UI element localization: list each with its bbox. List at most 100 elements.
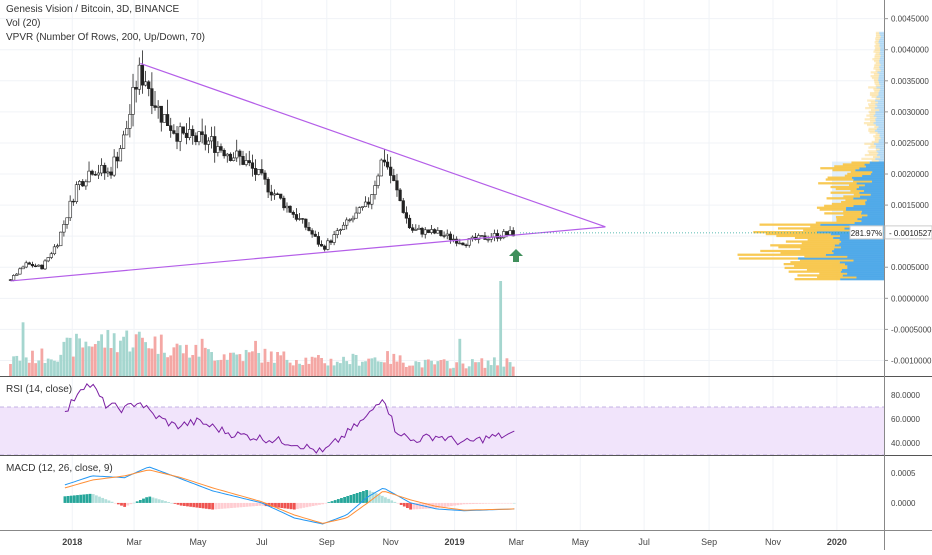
vpvr-up-row	[879, 31, 884, 35]
macd-histogram-bar	[88, 493, 92, 503]
vpvr-down-row	[874, 56, 881, 59]
macd-histogram-bar	[248, 502, 252, 507]
rsi-legend[interactable]: RSI (14, close)	[6, 384, 73, 395]
volume-bar	[357, 365, 361, 376]
candle-body	[291, 211, 295, 215]
candle-body	[137, 64, 141, 90]
vpvr-down-row	[868, 86, 877, 89]
vpvr-down-row	[836, 217, 858, 221]
vpvr-up-row	[878, 152, 884, 155]
volume-bar	[175, 343, 179, 376]
candle-body	[238, 150, 242, 157]
vpvr-up-row	[877, 131, 884, 134]
candle-body	[279, 193, 283, 199]
macd-histogram-bar	[296, 502, 299, 509]
volume-bar	[502, 366, 506, 376]
candle-body	[150, 88, 154, 106]
macd-histogram-bar	[223, 502, 227, 509]
volume-bar	[420, 367, 424, 376]
volume-bar	[276, 351, 279, 376]
candle-body	[203, 134, 207, 145]
macd-histogram-bar	[170, 502, 174, 504]
candle-body	[225, 153, 229, 157]
volume-bar	[332, 365, 336, 376]
price-tick-label: 0.0000000	[891, 294, 929, 303]
candle-body	[99, 165, 104, 174]
signal-line	[64, 469, 515, 524]
macd-legend[interactable]: MACD (12, 26, close, 9)	[6, 463, 113, 474]
macd-histogram-bar	[82, 494, 86, 503]
candle-body	[373, 185, 377, 195]
macd-histogram-bar	[192, 502, 196, 508]
vpvr-down-row	[874, 48, 881, 51]
candle-body	[59, 231, 63, 247]
vpvr-up-row	[879, 52, 884, 55]
vpvr-down-row	[872, 58, 880, 61]
vpvr-down-row	[868, 103, 876, 106]
vpvr-up-row	[879, 43, 884, 46]
vpvr-down-row	[801, 242, 840, 245]
vpvr-down-row	[799, 259, 854, 262]
trendlines[interactable]	[10, 62, 606, 282]
candle-body	[354, 212, 358, 219]
vpvr-down-row	[864, 153, 877, 157]
vpvr-legend[interactable]: VPVR (Number Of Rows, 200, Up/Down, 70)	[6, 32, 205, 43]
candle-body	[118, 148, 123, 162]
vpvr-up-row	[840, 278, 884, 281]
candle-body	[363, 201, 368, 207]
volume-bar	[219, 359, 223, 376]
vpvr-down-row	[873, 50, 881, 53]
vpvr-up-row	[856, 182, 884, 185]
candle-body	[382, 159, 386, 163]
macd-histogram-bar	[380, 495, 384, 503]
vpvr-down-row	[870, 108, 880, 112]
macd-histogram-bar	[393, 501, 397, 503]
candle-body	[68, 200, 72, 219]
vpvr-up-row	[880, 46, 884, 50]
volume-bar	[496, 365, 499, 376]
candle-body	[448, 233, 452, 240]
vpvr-up-row	[879, 67, 884, 70]
vpvr-down-row	[831, 202, 866, 206]
candle-body	[159, 105, 163, 123]
vpvr-down-row	[875, 33, 880, 36]
candle-body	[52, 246, 57, 255]
macd-histogram-bar	[148, 496, 152, 503]
vpvr-up-row	[879, 59, 884, 63]
volume-bar	[200, 338, 204, 376]
vpvr-down-row	[873, 78, 879, 82]
trendline[interactable]	[140, 62, 606, 228]
vpvr-down-row	[843, 214, 868, 217]
symbol-legend[interactable]: Genesis Vision / Bitcoin, 3D, BINANCE	[6, 4, 180, 15]
candle-body	[131, 87, 135, 115]
price-tick-label: 0.0035000	[891, 77, 929, 86]
macd-histogram-bar	[396, 502, 400, 504]
macd-histogram-bar	[242, 502, 246, 508]
vpvr-down-row	[737, 253, 826, 256]
candle-body	[451, 238, 456, 241]
candle-body	[169, 125, 173, 131]
macd-histogram-bar	[189, 502, 193, 507]
vpvr-down-row	[804, 255, 848, 258]
vpvr-up-row	[878, 80, 884, 83]
candle-body	[184, 132, 189, 138]
vpvr-up-row	[873, 122, 884, 125]
macd-histogram-bar	[468, 502, 472, 505]
candle-body	[455, 238, 459, 244]
volume-bar	[354, 354, 358, 376]
candle-body	[235, 150, 239, 159]
vpvr-down-row	[873, 88, 881, 91]
volume-legend[interactable]: Vol (20)	[6, 18, 41, 29]
macd-histogram-bar	[280, 502, 284, 509]
volume-bar	[423, 359, 427, 376]
vpvr-up-row	[844, 263, 884, 266]
vpvr-down-row	[864, 118, 876, 121]
vpvr-down-row	[848, 184, 865, 187]
vpvr-up-row	[865, 202, 884, 206]
volume-bar	[178, 345, 182, 376]
macd-histogram-bar	[173, 502, 177, 504]
trendline[interactable]	[10, 226, 606, 282]
volume-bar	[458, 338, 462, 376]
macd-histogram-bar	[226, 502, 230, 509]
